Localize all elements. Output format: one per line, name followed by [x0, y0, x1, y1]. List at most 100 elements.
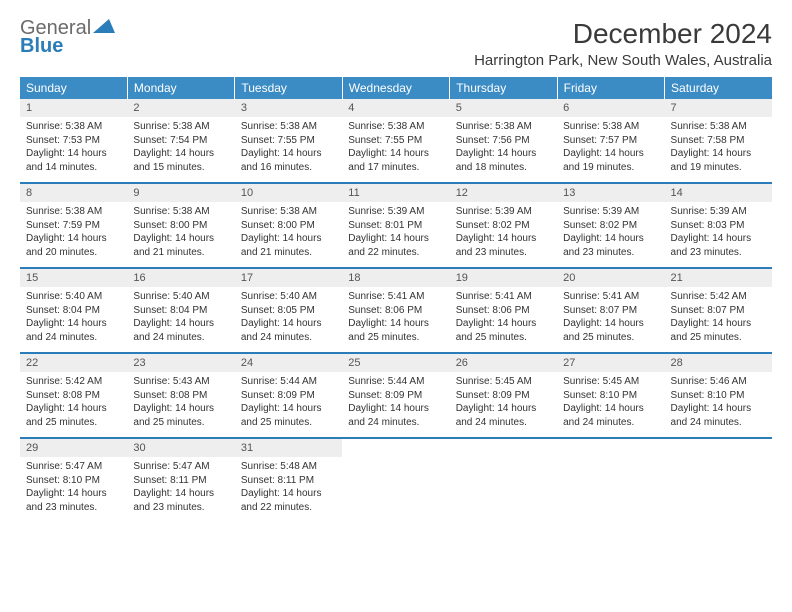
calendar-cell: 28Sunrise: 5:46 AMSunset: 8:10 PMDayligh…	[665, 353, 772, 438]
dow-row: Sunday Monday Tuesday Wednesday Thursday…	[20, 77, 772, 99]
calendar-cell: 8Sunrise: 5:38 AMSunset: 7:59 PMDaylight…	[20, 183, 127, 268]
header: General Blue December 2024 Harrington Pa…	[20, 18, 772, 69]
day-details: Sunrise: 5:38 AMSunset: 7:58 PMDaylight:…	[665, 117, 772, 182]
calendar-cell: 31Sunrise: 5:48 AMSunset: 8:11 PMDayligh…	[235, 438, 342, 522]
day-number: 14	[665, 184, 772, 202]
day-number: 10	[235, 184, 342, 202]
calendar-cell: 24Sunrise: 5:44 AMSunset: 8:09 PMDayligh…	[235, 353, 342, 438]
dow-header: Sunday	[20, 77, 127, 99]
calendar-body: 1Sunrise: 5:38 AMSunset: 7:53 PMDaylight…	[20, 99, 772, 522]
day-details: Sunrise: 5:40 AMSunset: 8:04 PMDaylight:…	[20, 287, 127, 352]
calendar-week-row: 1Sunrise: 5:38 AMSunset: 7:53 PMDaylight…	[20, 99, 772, 183]
calendar-cell: 26Sunrise: 5:45 AMSunset: 8:09 PMDayligh…	[450, 353, 557, 438]
calendar-cell: 21Sunrise: 5:42 AMSunset: 8:07 PMDayligh…	[665, 268, 772, 353]
calendar-cell	[557, 438, 664, 522]
day-number: 23	[127, 354, 234, 372]
calendar-cell	[450, 438, 557, 522]
calendar-week-row: 22Sunrise: 5:42 AMSunset: 8:08 PMDayligh…	[20, 353, 772, 438]
day-number: 6	[557, 99, 664, 117]
day-details: Sunrise: 5:38 AMSunset: 8:00 PMDaylight:…	[127, 202, 234, 267]
day-details: Sunrise: 5:38 AMSunset: 7:56 PMDaylight:…	[450, 117, 557, 182]
day-details: Sunrise: 5:41 AMSunset: 8:06 PMDaylight:…	[450, 287, 557, 352]
day-number: 17	[235, 269, 342, 287]
calendar-cell: 29Sunrise: 5:47 AMSunset: 8:10 PMDayligh…	[20, 438, 127, 522]
calendar-cell: 9Sunrise: 5:38 AMSunset: 8:00 PMDaylight…	[127, 183, 234, 268]
day-number: 15	[20, 269, 127, 287]
day-details: Sunrise: 5:44 AMSunset: 8:09 PMDaylight:…	[342, 372, 449, 437]
dow-header: Saturday	[665, 77, 772, 99]
day-number: 30	[127, 439, 234, 457]
day-details: Sunrise: 5:40 AMSunset: 8:05 PMDaylight:…	[235, 287, 342, 352]
day-number: 16	[127, 269, 234, 287]
dow-header: Thursday	[450, 77, 557, 99]
calendar-cell: 30Sunrise: 5:47 AMSunset: 8:11 PMDayligh…	[127, 438, 234, 522]
day-details: Sunrise: 5:48 AMSunset: 8:11 PMDaylight:…	[235, 457, 342, 522]
day-details: Sunrise: 5:47 AMSunset: 8:11 PMDaylight:…	[127, 457, 234, 522]
calendar-cell: 7Sunrise: 5:38 AMSunset: 7:58 PMDaylight…	[665, 99, 772, 183]
day-number: 9	[127, 184, 234, 202]
day-number: 28	[665, 354, 772, 372]
calendar-cell: 17Sunrise: 5:40 AMSunset: 8:05 PMDayligh…	[235, 268, 342, 353]
calendar-cell: 10Sunrise: 5:38 AMSunset: 8:00 PMDayligh…	[235, 183, 342, 268]
day-details: Sunrise: 5:40 AMSunset: 8:04 PMDaylight:…	[127, 287, 234, 352]
day-details: Sunrise: 5:38 AMSunset: 8:00 PMDaylight:…	[235, 202, 342, 267]
calendar-cell: 20Sunrise: 5:41 AMSunset: 8:07 PMDayligh…	[557, 268, 664, 353]
calendar-cell: 14Sunrise: 5:39 AMSunset: 8:03 PMDayligh…	[665, 183, 772, 268]
day-details: Sunrise: 5:47 AMSunset: 8:10 PMDaylight:…	[20, 457, 127, 522]
calendar-cell: 16Sunrise: 5:40 AMSunset: 8:04 PMDayligh…	[127, 268, 234, 353]
day-details: Sunrise: 5:39 AMSunset: 8:03 PMDaylight:…	[665, 202, 772, 267]
day-number: 27	[557, 354, 664, 372]
dow-header: Tuesday	[235, 77, 342, 99]
calendar-cell: 1Sunrise: 5:38 AMSunset: 7:53 PMDaylight…	[20, 99, 127, 183]
title-block: December 2024 Harrington Park, New South…	[474, 18, 772, 69]
day-number: 2	[127, 99, 234, 117]
day-details: Sunrise: 5:38 AMSunset: 7:59 PMDaylight:…	[20, 202, 127, 267]
day-details: Sunrise: 5:38 AMSunset: 7:54 PMDaylight:…	[127, 117, 234, 182]
calendar-cell: 25Sunrise: 5:44 AMSunset: 8:09 PMDayligh…	[342, 353, 449, 438]
calendar-cell: 23Sunrise: 5:43 AMSunset: 8:08 PMDayligh…	[127, 353, 234, 438]
calendar-cell: 19Sunrise: 5:41 AMSunset: 8:06 PMDayligh…	[450, 268, 557, 353]
day-details: Sunrise: 5:43 AMSunset: 8:08 PMDaylight:…	[127, 372, 234, 437]
calendar-cell: 15Sunrise: 5:40 AMSunset: 8:04 PMDayligh…	[20, 268, 127, 353]
calendar-cell	[342, 438, 449, 522]
calendar-cell: 5Sunrise: 5:38 AMSunset: 7:56 PMDaylight…	[450, 99, 557, 183]
dow-header: Monday	[127, 77, 234, 99]
day-details: Sunrise: 5:41 AMSunset: 8:06 PMDaylight:…	[342, 287, 449, 352]
calendar-cell: 11Sunrise: 5:39 AMSunset: 8:01 PMDayligh…	[342, 183, 449, 268]
day-number: 3	[235, 99, 342, 117]
day-number: 25	[342, 354, 449, 372]
day-number: 18	[342, 269, 449, 287]
day-number: 11	[342, 184, 449, 202]
calendar-week-row: 29Sunrise: 5:47 AMSunset: 8:10 PMDayligh…	[20, 438, 772, 522]
day-number: 4	[342, 99, 449, 117]
day-details: Sunrise: 5:41 AMSunset: 8:07 PMDaylight:…	[557, 287, 664, 352]
day-number: 5	[450, 99, 557, 117]
day-number: 19	[450, 269, 557, 287]
day-number: 29	[20, 439, 127, 457]
calendar-cell: 6Sunrise: 5:38 AMSunset: 7:57 PMDaylight…	[557, 99, 664, 183]
day-details: Sunrise: 5:46 AMSunset: 8:10 PMDaylight:…	[665, 372, 772, 437]
day-details: Sunrise: 5:42 AMSunset: 8:07 PMDaylight:…	[665, 287, 772, 352]
day-number: 24	[235, 354, 342, 372]
calendar-cell: 3Sunrise: 5:38 AMSunset: 7:55 PMDaylight…	[235, 99, 342, 183]
day-details: Sunrise: 5:38 AMSunset: 7:53 PMDaylight:…	[20, 117, 127, 182]
day-details: Sunrise: 5:39 AMSunset: 8:02 PMDaylight:…	[450, 202, 557, 267]
calendar-cell: 2Sunrise: 5:38 AMSunset: 7:54 PMDaylight…	[127, 99, 234, 183]
day-details: Sunrise: 5:39 AMSunset: 8:02 PMDaylight:…	[557, 202, 664, 267]
day-details: Sunrise: 5:38 AMSunset: 7:55 PMDaylight:…	[342, 117, 449, 182]
day-number: 13	[557, 184, 664, 202]
day-number: 8	[20, 184, 127, 202]
day-details: Sunrise: 5:39 AMSunset: 8:01 PMDaylight:…	[342, 202, 449, 267]
logo: General Blue	[20, 18, 115, 56]
day-number: 21	[665, 269, 772, 287]
calendar-week-row: 15Sunrise: 5:40 AMSunset: 8:04 PMDayligh…	[20, 268, 772, 353]
day-details: Sunrise: 5:42 AMSunset: 8:08 PMDaylight:…	[20, 372, 127, 437]
day-number: 7	[665, 99, 772, 117]
calendar-cell: 27Sunrise: 5:45 AMSunset: 8:10 PMDayligh…	[557, 353, 664, 438]
calendar-week-row: 8Sunrise: 5:38 AMSunset: 7:59 PMDaylight…	[20, 183, 772, 268]
day-number: 31	[235, 439, 342, 457]
calendar-cell: 4Sunrise: 5:38 AMSunset: 7:55 PMDaylight…	[342, 99, 449, 183]
logo-triangle-icon	[93, 19, 115, 38]
day-details: Sunrise: 5:45 AMSunset: 8:10 PMDaylight:…	[557, 372, 664, 437]
calendar-cell	[665, 438, 772, 522]
